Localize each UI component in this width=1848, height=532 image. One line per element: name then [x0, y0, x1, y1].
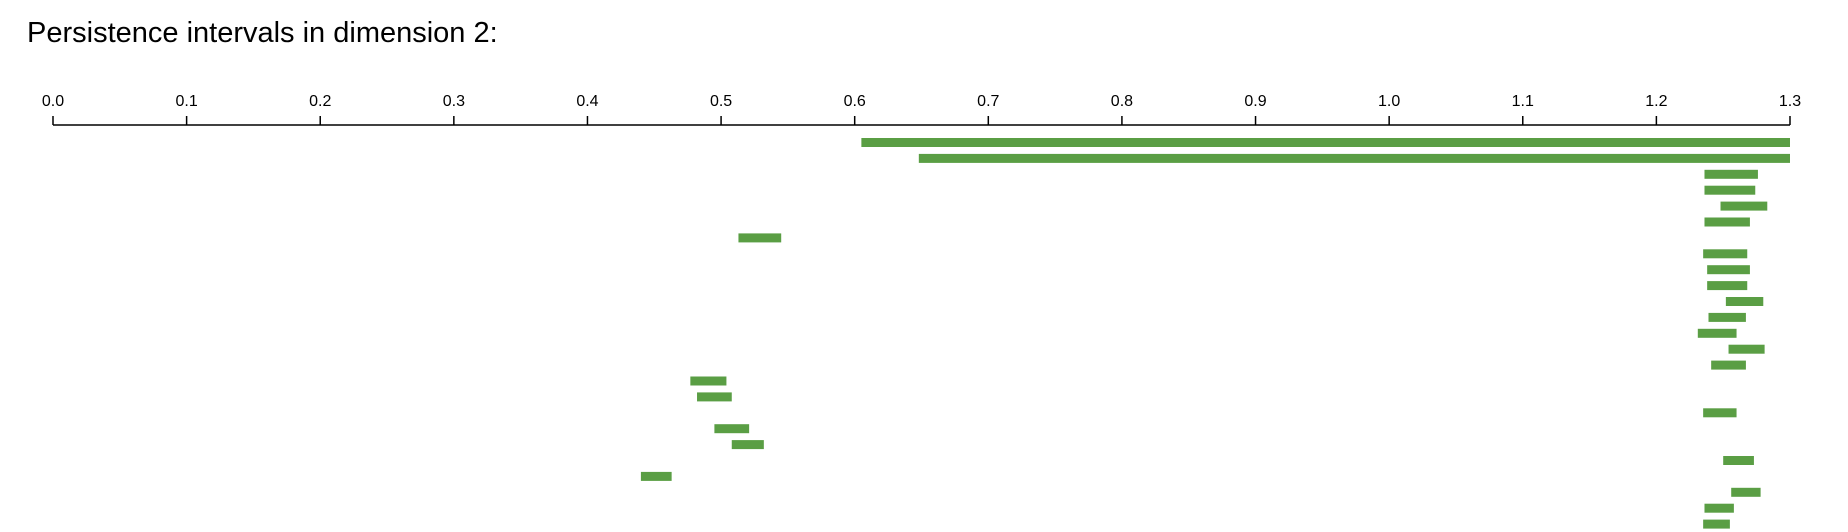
interval-bar [1720, 201, 1768, 211]
interval-bar [1708, 312, 1746, 322]
x-tick-label: 0.5 [710, 93, 732, 110]
interval-bar [1728, 344, 1765, 354]
interval-bar [738, 233, 782, 243]
x-axis: 0.0 0.1 0.2 0.3 0.4 0.5 0.6 0.7 0.8 0.9 1.0 1.1 1.2 1… [42, 93, 1801, 126]
interval-bar [918, 153, 1790, 163]
interval-bar [640, 471, 672, 481]
interval-bar [1731, 487, 1761, 497]
x-tick-label: 1.1 [1512, 93, 1534, 110]
interval-bar [1704, 185, 1756, 195]
x-tick-label: 1.2 [1645, 93, 1667, 110]
interval-bar [1707, 265, 1750, 275]
interval-bar [1697, 328, 1737, 338]
x-tick-label: 0.9 [1244, 93, 1266, 110]
interval-bars [640, 138, 1790, 529]
x-tick-label: 0.3 [443, 93, 465, 110]
x-tick-label: 0.8 [1111, 93, 1133, 110]
x-tick-label: 0.1 [175, 93, 197, 110]
chart-title: Persistence intervals in dimension 2: [27, 17, 498, 49]
interval-bar [1723, 456, 1754, 465]
x-tick-label: 0.2 [309, 93, 331, 110]
x-tick-label: 0.0 [42, 93, 64, 110]
x-tick-label: 0.6 [844, 93, 866, 110]
interval-bar [731, 440, 764, 450]
interval-bar [1725, 297, 1764, 306]
x-tick-label: 1.3 [1779, 93, 1801, 110]
interval-bar [1704, 217, 1750, 227]
interval-bar [714, 424, 750, 434]
interval-bar [1703, 249, 1748, 259]
interval-bar [690, 376, 727, 386]
interval-bar [1707, 281, 1748, 291]
interval-bar [1704, 503, 1734, 513]
x-tick-label: 0.7 [977, 93, 999, 110]
interval-bar [697, 392, 732, 402]
x-tick-label: 0.4 [576, 93, 598, 110]
interval-bar [1711, 360, 1746, 370]
interval-bar [861, 138, 1790, 147]
interval-bar [1703, 519, 1730, 529]
interval-bar [1703, 408, 1737, 418]
x-tick-label: 1.0 [1378, 93, 1400, 110]
interval-bar [1704, 169, 1758, 179]
